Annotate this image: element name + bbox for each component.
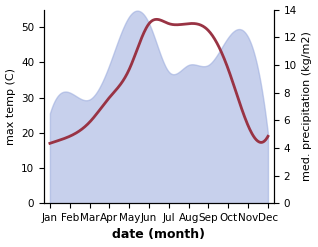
Y-axis label: med. precipitation (kg/m2): med. precipitation (kg/m2) xyxy=(302,31,313,181)
X-axis label: date (month): date (month) xyxy=(113,228,205,242)
Y-axis label: max temp (C): max temp (C) xyxy=(5,68,16,145)
